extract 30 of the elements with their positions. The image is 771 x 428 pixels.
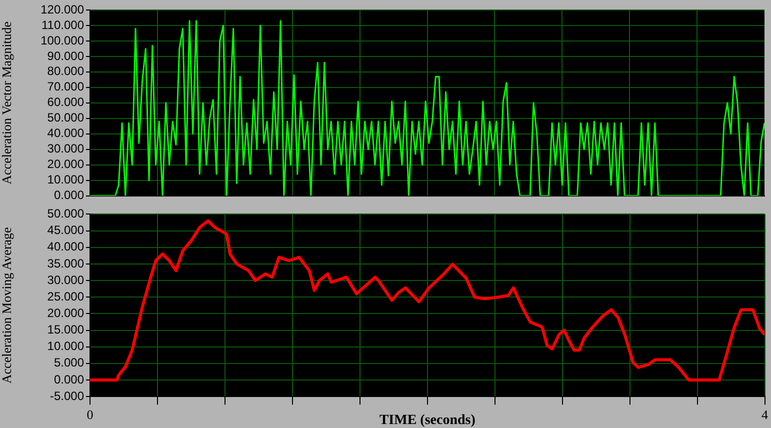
y-tick-label: 0.000 [54, 372, 84, 386]
y-tick-label: 100.000 [40, 33, 84, 48]
y-tick-label: 30.000 [47, 142, 84, 156]
y-tick-label: 50.000 [47, 206, 84, 221]
y-tick-label: 90.000 [47, 48, 84, 63]
y-axis-title: Acceleration Vector Magnitude [0, 21, 14, 184]
y-tick-label: 70.000 [47, 80, 84, 94]
y-tick-label: 80.000 [47, 64, 84, 78]
x-axis-title: TIME (seconds) [379, 413, 476, 428]
y-tick-label: 10.000 [47, 172, 84, 187]
y-axis-title: Acceleration Moving Average [0, 226, 14, 384]
y-tick-label: 25.000 [47, 289, 84, 304]
y-tick-label: 60.000 [47, 95, 84, 110]
y-tick-label: 40.000 [47, 240, 84, 254]
y-tick-label: 10.000 [47, 339, 84, 354]
y-tick-label: 45.000 [47, 223, 84, 238]
y-tick-label: 0.000 [54, 188, 84, 202]
y-tick-label: 35.000 [47, 256, 84, 270]
x-tick-label: 4 [762, 406, 768, 422]
y-tick-label: -5.000 [50, 388, 84, 403]
y-tick-label: 20.000 [47, 157, 84, 172]
y-tick-label: 20.000 [47, 306, 84, 320]
y-tick-label: 40.000 [47, 126, 84, 140]
y-tick-label: 50.000 [47, 110, 84, 125]
y-tick-label: 5.000 [54, 356, 84, 370]
y-tick-label: 120.000 [40, 2, 84, 16]
x-tick-label: 0 [86, 406, 94, 422]
y-tick-label: 30.000 [47, 272, 84, 287]
y-tick-label: 15.000 [47, 322, 84, 337]
y-tick-label: 110.000 [42, 18, 84, 32]
